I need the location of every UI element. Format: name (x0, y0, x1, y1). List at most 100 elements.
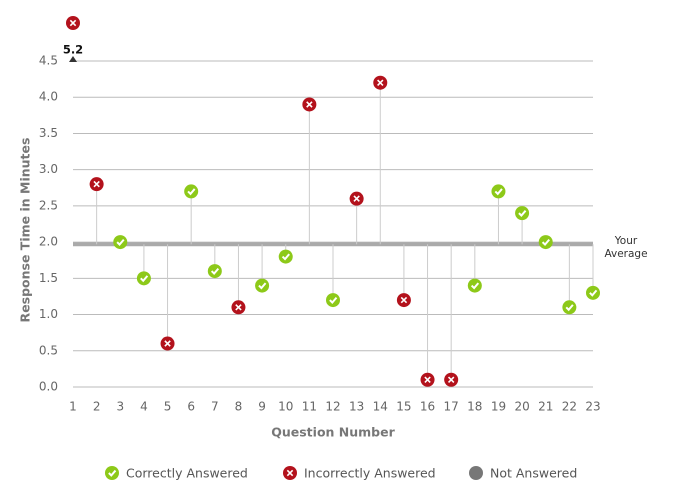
check-icon (140, 275, 149, 283)
x-tick-label: 2 (93, 400, 101, 414)
y-tick-label: 1.0 (39, 307, 58, 321)
x-tick-label: 16 (420, 400, 435, 414)
check-icon (108, 469, 117, 477)
point (89, 177, 104, 192)
point (326, 293, 340, 308)
x-tick-label: 21 (538, 400, 553, 414)
x-tick-label: 15 (396, 400, 411, 414)
legend-label: Not Answered (490, 466, 577, 481)
x-tick-label: 12 (325, 400, 340, 414)
x-tick-label: 13 (349, 400, 364, 414)
marker-circle (113, 235, 128, 250)
cross-icon (424, 376, 431, 383)
x-tick-label: 22 (562, 400, 577, 414)
marker-circle (136, 271, 151, 286)
y-axis-title: Response Time in Minutes (18, 138, 33, 323)
check-icon (589, 289, 598, 297)
y-tick-label: 3.0 (39, 162, 58, 176)
point (278, 249, 293, 264)
point (538, 235, 553, 250)
marker-circle (255, 278, 270, 293)
marker-circle (586, 285, 600, 300)
cross-icon (377, 79, 384, 86)
point (231, 300, 246, 315)
point (113, 235, 128, 250)
x-tick-label: 14 (373, 400, 388, 414)
x-tick-label: 5 (164, 400, 172, 414)
cross-icon (286, 469, 294, 477)
check-icon (518, 210, 527, 218)
check-icon (494, 188, 503, 196)
legend-item: Correctly Answered (105, 466, 248, 481)
point (207, 264, 222, 279)
check-icon (187, 188, 196, 196)
marker-circle (515, 206, 530, 221)
value-label: 5.2 (63, 43, 83, 57)
marker-circle (326, 293, 340, 308)
cross-icon (69, 19, 77, 27)
y-tick-label: 2.0 (39, 235, 58, 249)
y-tick-label: 0.0 (39, 380, 58, 394)
point (160, 336, 175, 351)
average-label: Your Average (604, 235, 648, 260)
check-icon (116, 239, 125, 247)
check-icon (470, 282, 480, 290)
check-icon (281, 253, 290, 261)
check-icon (210, 267, 220, 276)
cross-icon (93, 180, 100, 188)
point (349, 191, 364, 206)
check-icon (565, 304, 574, 312)
x-tick-label: 10 (278, 400, 293, 414)
x-tick-label: 7 (211, 400, 219, 414)
x-axis-title: Question Number (271, 425, 395, 440)
point (562, 300, 577, 315)
marker-circle (562, 300, 577, 315)
marker-circle (469, 466, 483, 480)
x-tick-label: 3 (116, 400, 124, 414)
x-tick-label: 23 (585, 400, 600, 414)
y-tick-label: 0.5 (39, 343, 58, 357)
point (467, 278, 482, 293)
point (255, 278, 270, 293)
x-tick-label: 17 (444, 400, 459, 414)
cross-icon (164, 340, 171, 347)
legend-item: Incorrectly Answered (283, 466, 436, 481)
x-tick-label: 4 (140, 400, 148, 414)
y-tick-label: 2.5 (39, 198, 58, 212)
y-tick-label: 4.5 (39, 54, 58, 68)
y-tick-label: 3.5 (39, 126, 58, 140)
point (491, 184, 506, 199)
point (373, 75, 388, 90)
check-icon (258, 282, 267, 290)
point (396, 293, 411, 308)
marker-circle (491, 184, 506, 199)
x-tick-label: 1 (69, 400, 77, 414)
x-tick-label: 20 (514, 400, 529, 414)
marker-circle (278, 249, 293, 264)
cross-icon (306, 101, 313, 108)
x-tick-label: 9 (258, 400, 266, 414)
y-tick-label: 4.0 (39, 90, 58, 104)
x-tick-label: 18 (467, 400, 482, 414)
y-tick-label: 1.5 (39, 271, 58, 285)
check-icon (541, 239, 550, 247)
legend-label: Correctly Answered (126, 466, 248, 481)
point (586, 285, 600, 300)
marker-circle (207, 264, 222, 279)
x-tick-label: 19 (491, 400, 506, 414)
x-tick-label: 11 (302, 400, 317, 414)
marker-circle (184, 184, 199, 199)
cross-icon (400, 296, 408, 304)
marker-circle (105, 466, 119, 480)
point-off-scale (66, 16, 80, 30)
cross-icon (235, 304, 242, 311)
overflow-arrow (69, 56, 77, 62)
point (136, 271, 151, 286)
cross-icon (353, 195, 360, 202)
legend-item: Not Answered (469, 466, 577, 481)
check-icon (329, 296, 338, 304)
marker-circle (538, 235, 553, 250)
point (420, 372, 435, 387)
